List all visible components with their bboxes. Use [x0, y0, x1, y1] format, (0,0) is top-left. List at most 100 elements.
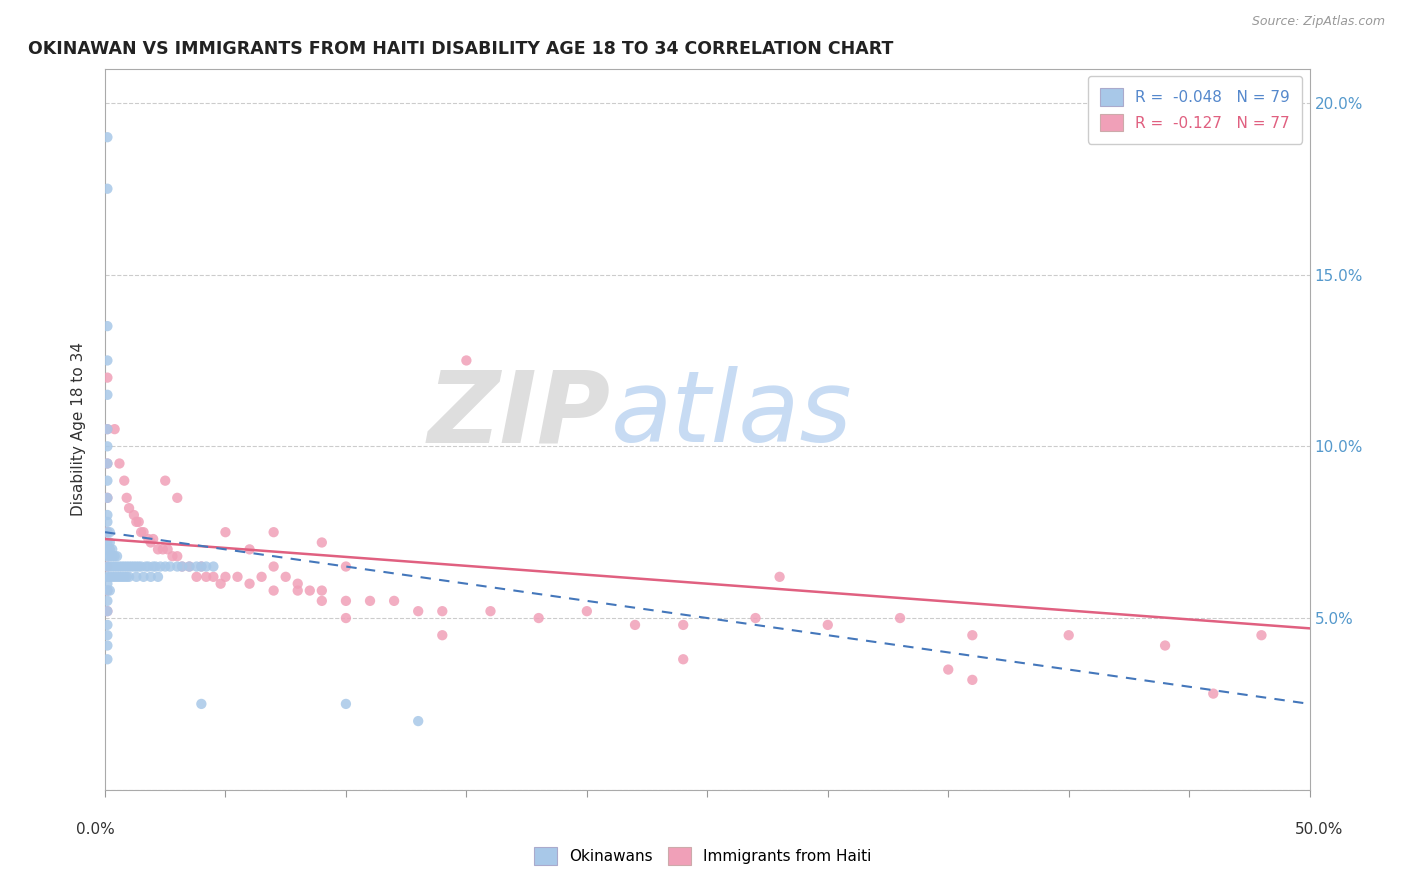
Point [214, 525, 236, 540]
Point [672, 652, 695, 666]
Point [479, 604, 502, 618]
Point [112, 474, 135, 488]
Point [274, 570, 297, 584]
Point [105, 549, 128, 564]
Point [104, 570, 127, 584]
Point [287, 583, 309, 598]
Point [145, 559, 167, 574]
Point [179, 559, 201, 574]
Point [149, 559, 172, 574]
Point [96, 525, 118, 540]
Point [96, 583, 118, 598]
Text: Source: ZipAtlas.com: Source: ZipAtlas.com [1251, 15, 1385, 28]
Point [96, 576, 118, 591]
Point [962, 673, 984, 687]
Point [263, 583, 285, 598]
Point [406, 604, 429, 618]
Point [96, 652, 118, 666]
Point [96, 542, 118, 557]
Point [115, 491, 138, 505]
Point [1202, 687, 1225, 701]
Point [142, 559, 165, 574]
Point [125, 559, 148, 574]
Point [118, 559, 141, 574]
Point [155, 559, 177, 574]
Point [135, 559, 157, 574]
Point [98, 542, 121, 557]
Point [104, 549, 127, 564]
Point [98, 525, 121, 540]
Point [132, 570, 155, 584]
Point [1154, 639, 1177, 653]
Point [214, 570, 236, 584]
Point [96, 491, 118, 505]
Point [104, 559, 127, 574]
Point [166, 491, 188, 505]
Point [335, 594, 357, 608]
Point [138, 532, 160, 546]
Point [118, 501, 141, 516]
Point [155, 474, 177, 488]
Point [250, 570, 273, 584]
Point [406, 714, 429, 728]
Point [96, 604, 118, 618]
Text: ZIP: ZIP [427, 367, 612, 463]
Point [111, 570, 134, 584]
Point [105, 559, 128, 574]
Text: 0.0%: 0.0% [76, 822, 115, 837]
Point [287, 576, 309, 591]
Point [115, 570, 138, 584]
Point [335, 697, 357, 711]
Point [432, 628, 454, 642]
Point [96, 604, 118, 618]
Point [311, 583, 333, 598]
Point [263, 525, 285, 540]
Point [936, 663, 959, 677]
Point [96, 491, 118, 505]
Point [108, 559, 131, 574]
Point [96, 559, 118, 574]
Point [311, 594, 333, 608]
Point [96, 319, 118, 334]
Point [98, 559, 121, 574]
Point [238, 542, 260, 557]
Point [139, 570, 162, 584]
Point [359, 594, 381, 608]
Point [152, 542, 174, 557]
Point [96, 457, 118, 471]
Point [744, 611, 766, 625]
Point [104, 422, 127, 436]
Point [1250, 628, 1272, 642]
Point [101, 542, 124, 557]
Point [101, 559, 124, 574]
Point [122, 559, 145, 574]
Point [112, 559, 135, 574]
Point [105, 570, 128, 584]
Point [672, 618, 695, 632]
Point [172, 559, 194, 574]
Point [96, 515, 118, 529]
Point [382, 594, 405, 608]
Y-axis label: Disability Age 18 to 34: Disability Age 18 to 34 [72, 343, 86, 516]
Point [125, 515, 148, 529]
Point [108, 570, 131, 584]
Point [125, 570, 148, 584]
Point [172, 559, 194, 574]
Point [202, 559, 225, 574]
Point [432, 604, 454, 618]
Point [209, 576, 232, 591]
Point [111, 559, 134, 574]
Text: OKINAWAN VS IMMIGRANTS FROM HAITI DISABILITY AGE 18 TO 34 CORRELATION CHART: OKINAWAN VS IMMIGRANTS FROM HAITI DISABI… [28, 40, 893, 58]
Text: atlas: atlas [612, 367, 852, 463]
Point [96, 639, 118, 653]
Legend: Okinawans, Immigrants from Haiti: Okinawans, Immigrants from Haiti [529, 841, 877, 871]
Point [98, 535, 121, 549]
Point [817, 618, 839, 632]
Point [129, 525, 152, 540]
Point [132, 525, 155, 540]
Point [186, 570, 208, 584]
Point [96, 422, 118, 436]
Point [202, 570, 225, 584]
Point [298, 583, 321, 598]
Point [190, 559, 212, 574]
